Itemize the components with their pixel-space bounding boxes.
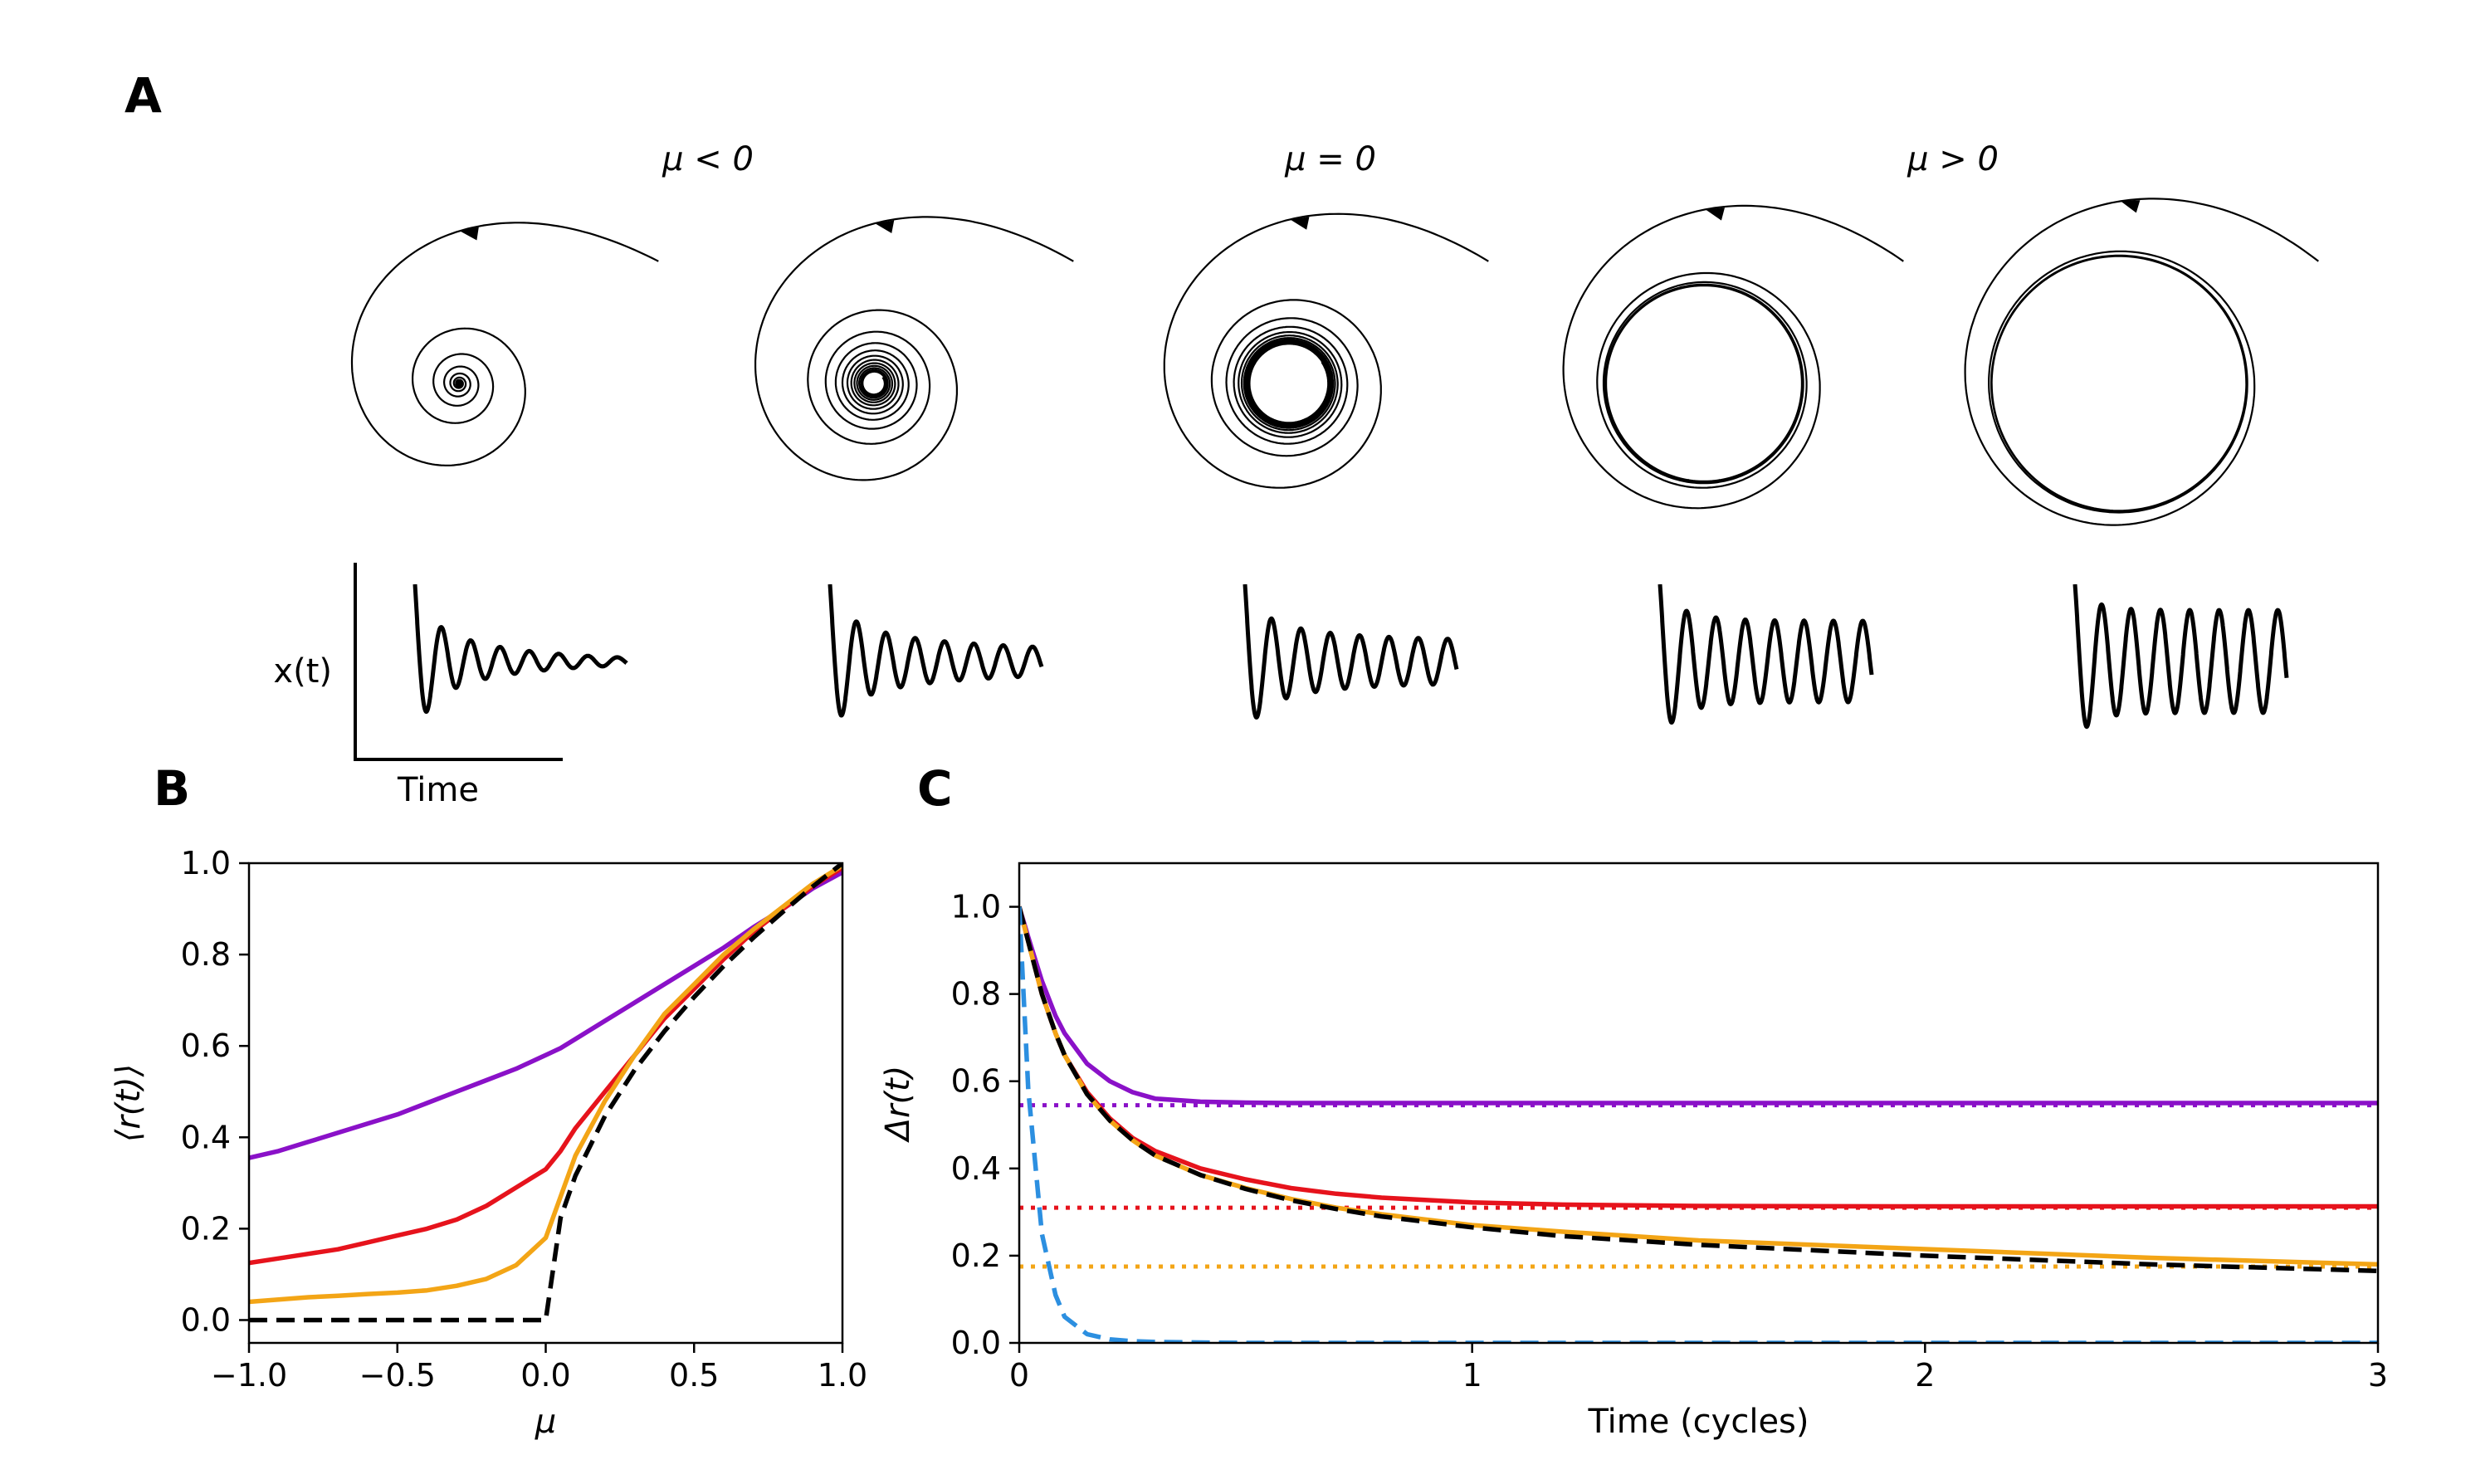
phase-trajectory: [1163, 212, 1489, 489]
series-line-orange: [249, 863, 842, 1305]
panel-letter-b: B: [154, 760, 190, 817]
chart-b: −1.0 −0.5 0.0 0.5 1.0 0.0 0.2 0.4 0.6 0.8 1.0 μ ⟨r(t…: [110, 845, 867, 1441]
x-tick-label: 1.0: [818, 1357, 867, 1394]
time-traces: [413, 583, 2289, 730]
x-tick-label: −1.0: [211, 1357, 287, 1394]
series-line-theory: [1019, 906, 2378, 1274]
phase-arrow: [1705, 207, 1726, 221]
y-tick-label: 0.4: [951, 1150, 1001, 1187]
y-tick-label: 0.6: [181, 1028, 231, 1064]
panel-a: A μ < 0 μ = 0 μ > 0 x(t) Time: [124, 67, 2319, 809]
phase-arrow: [459, 227, 479, 241]
y-tick-label: 1.0: [951, 889, 1001, 925]
y-tick-label: 0.0: [951, 1325, 1001, 1361]
phase-arrow: [2121, 200, 2141, 213]
y-axis-label: Δr(t): [879, 1066, 917, 1144]
y-tick-label: 0.8: [181, 936, 231, 973]
y-tick-label: 0.4: [181, 1119, 231, 1155]
phase-trajectory: [350, 222, 659, 466]
x-tick-label: 1: [1462, 1357, 1482, 1394]
series-line-orange: [1019, 906, 2378, 1267]
x-tick-label: 0.5: [669, 1357, 719, 1394]
y-tick-label: 0.2: [181, 1210, 231, 1247]
y-tick-label: 0.0: [181, 1301, 231, 1338]
y-tick-label: 0.6: [951, 1063, 1001, 1100]
phase-center-point: [1285, 379, 1293, 388]
plot-area: [249, 863, 842, 1323]
time-trace: [2073, 583, 2289, 730]
y-tick-label: 1.0: [181, 845, 231, 881]
phase-trajectory: [1562, 204, 1904, 510]
phase-portraits: [350, 198, 2319, 526]
phase-trajectory: [1964, 198, 2319, 526]
series-line-red: [249, 866, 842, 1266]
series-line-purple: [249, 870, 842, 1160]
x-tick-label: 2: [1915, 1357, 1935, 1394]
x-tick-label: 3: [2368, 1357, 2388, 1394]
x-tick-label: −0.5: [359, 1357, 436, 1394]
panel-letter-a: A: [124, 67, 162, 124]
panel-b: B −1.0 −0.5 0.0 0.5 1.0 0.0 0.2 0.4 0.6 0.8 1.0 μ ⟨r…: [110, 760, 867, 1441]
chart-c: 0 1 2 3 0.0 0.2 0.4 0.6 0.8 1.0 Time (cycles) Δr(t): [879, 862, 2388, 1441]
time-trace: [828, 583, 1044, 718]
plot-area: [1019, 906, 2378, 1343]
x-tick-label: 0.0: [520, 1357, 570, 1394]
series-line-theory: [249, 863, 842, 1323]
series-line-red: [1019, 906, 2378, 1209]
y-tick-label: 0.8: [951, 976, 1001, 1013]
x-axis-label: Time (cycles): [1587, 1403, 1809, 1441]
y-tick-label: 0.2: [951, 1237, 1001, 1274]
trace-xlabel: Time: [397, 771, 479, 809]
axes-frame: [1018, 862, 2380, 1345]
series-line-purple: [1019, 906, 2378, 1106]
title-mu-positive: μ > 0: [1907, 140, 1999, 178]
trace-ylabel: x(t): [273, 652, 332, 691]
series-line-blue: [1019, 906, 2378, 1343]
time-trace: [1658, 583, 1874, 725]
time-trace: [413, 583, 628, 714]
phase-trajectory: [754, 216, 1074, 481]
x-axis-label: μ: [535, 1403, 556, 1441]
phase-arrow: [1290, 217, 1310, 230]
panel-c: C 0 1 2 3 0.0 0.2 0.4 0.6 0.8 1.0 Time (cycles) Δr(…: [879, 760, 2388, 1441]
x-tick-label: 0: [1009, 1357, 1029, 1394]
time-trace: [1243, 583, 1459, 720]
title-mu-negative: μ < 0: [662, 140, 754, 178]
y-axis-label: ⟨r(t)⟩: [110, 1064, 148, 1143]
title-mu-zero: μ = 0: [1284, 140, 1376, 178]
phase-arrow: [875, 220, 895, 234]
panel-letter-c: C: [917, 760, 953, 817]
